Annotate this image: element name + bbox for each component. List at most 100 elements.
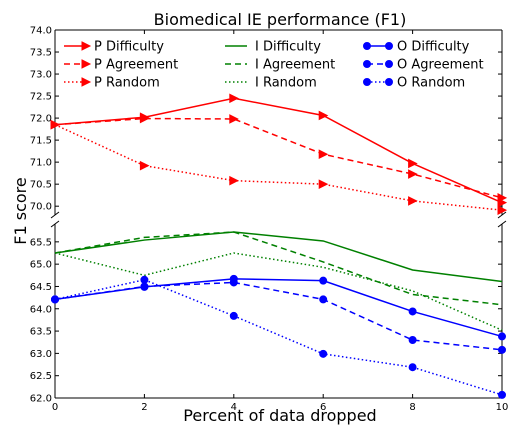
data-point (408, 158, 418, 169)
y-tick-label: 62.5 (30, 371, 52, 382)
series-o-random (51, 275, 506, 399)
y-tick-label: 72.0 (30, 114, 52, 125)
data-point (497, 193, 508, 203)
y-tick-label: 65.0 (30, 260, 52, 271)
data-point (229, 311, 238, 320)
legend-label: I Random (255, 76, 317, 91)
legend-label: P Random (94, 76, 160, 91)
series-p-agreement (50, 113, 508, 203)
upper-panel: 70.0 70.5 71.0 71.5 72.0 72.5 73.0 73.5 74.0 (30, 26, 507, 228)
legend: P Difficulty P Agreement P Random I Difficu… (64, 40, 484, 91)
y-tick-label: 74.0 (30, 26, 52, 37)
series-line (54, 252, 503, 331)
series-p-difficulty (50, 93, 508, 208)
legend-entry: I Agreement (225, 58, 335, 73)
legend-label: O Random (397, 76, 465, 91)
series-line (54, 231, 503, 306)
legend-label: P Difficulty (94, 40, 164, 55)
series-line (54, 278, 503, 338)
data-point (229, 93, 239, 104)
series-line (54, 231, 503, 283)
legend-label: P Agreement (94, 58, 178, 73)
data-point (81, 59, 92, 69)
data-point (385, 78, 393, 86)
series-o-agreement (51, 278, 506, 354)
y-tick-label: 71.0 (30, 158, 52, 169)
series-layer (50, 93, 508, 399)
data-point (229, 175, 239, 186)
data-point (319, 295, 328, 304)
data-point (50, 119, 61, 130)
data-point (139, 113, 150, 124)
legend-entry: I Random (225, 76, 317, 91)
y-axis-label: F1 score (11, 177, 30, 244)
legend-entry: O Random (363, 76, 465, 91)
y-tick-label: 63.0 (30, 349, 52, 360)
data-point (139, 160, 150, 171)
data-point (408, 196, 418, 206)
y-tick-label: 63.5 (30, 327, 52, 338)
data-point (229, 278, 238, 287)
data-point (408, 169, 418, 179)
data-point (408, 336, 417, 344)
series-i-random (54, 252, 503, 331)
data-point (318, 110, 329, 121)
y-tick-label: 73.0 (30, 70, 52, 81)
x-axis-label: Percent of data dropped (183, 406, 376, 425)
series-i-difficulty (54, 231, 503, 283)
data-point (385, 42, 393, 50)
y-tick-label: 65.5 (30, 237, 52, 248)
legend-entry: O Agreement (363, 58, 484, 73)
y-tick-label: 72.5 (30, 92, 52, 103)
data-point (229, 114, 239, 124)
data-point (51, 295, 59, 304)
data-point (498, 345, 506, 354)
y-tick-label: 62.0 (30, 394, 52, 405)
legend-entry: P Random (64, 76, 160, 91)
series-i-agreement (54, 231, 503, 306)
x-tick-label: 8 (409, 402, 415, 413)
data-point (363, 60, 371, 68)
x-tick-label: 2 (141, 402, 147, 413)
series-line (54, 281, 503, 351)
y-tick-label: 64.0 (30, 304, 52, 315)
data-point (408, 363, 417, 372)
y-tick-label: 70.5 (30, 180, 52, 191)
data-point (498, 390, 506, 399)
series-line (54, 117, 503, 199)
legend-label: O Difficulty (397, 40, 470, 55)
chart-title: Biomedical IE performance (F1) (154, 10, 407, 29)
lower-panel: 62.0 62.5 63.0 63.5 64.0 64.5 65.0 65.5 0 2 4 6 8 10 (30, 30, 509, 413)
data-point (363, 78, 371, 86)
legend-entry: P Difficulty (64, 40, 164, 55)
data-point (81, 41, 92, 51)
data-point (318, 179, 329, 189)
series-p-random (50, 119, 508, 215)
data-point (319, 349, 328, 358)
series-line (54, 278, 503, 396)
axis-break-mark (50, 211, 60, 219)
x-tick-label: 10 (496, 402, 509, 413)
x-tick-label: 6 (320, 402, 326, 413)
legend-label: I Agreement (255, 58, 335, 73)
legend-entry: I Difficulty (225, 40, 321, 55)
data-point (497, 205, 508, 215)
data-point (319, 276, 328, 285)
data-point (140, 275, 149, 284)
x-tick-label: 4 (231, 402, 237, 413)
legend-label: I Difficulty (255, 40, 321, 55)
y-tick-label: 70.0 (30, 202, 52, 213)
series-o-difficulty (51, 274, 506, 341)
data-point (363, 42, 371, 50)
legend-entry: P Agreement (64, 58, 178, 73)
data-point (408, 307, 417, 316)
x-tick-label: 0 (52, 402, 58, 413)
legend-entry: O Difficulty (363, 40, 470, 55)
legend-label: O Agreement (397, 58, 484, 73)
y-tick-label: 71.5 (30, 136, 52, 147)
y-tick-label: 64.5 (30, 282, 52, 293)
axis-break-mark (497, 211, 507, 219)
data-point (140, 282, 149, 291)
y-tick-label: 73.5 (30, 48, 52, 59)
